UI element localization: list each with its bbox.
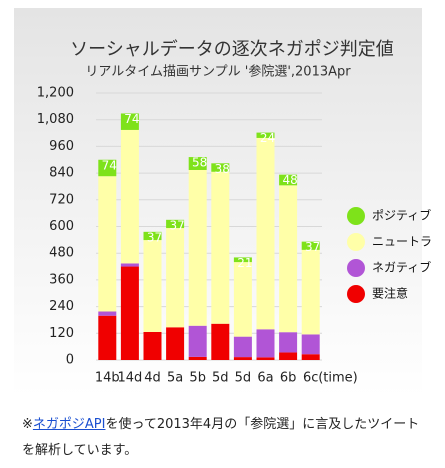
x-tick-label: 6c — [303, 371, 318, 386]
y-tick-label: 480 — [49, 246, 74, 261]
bar-segment — [301, 241, 320, 250]
bar-segment — [256, 132, 275, 138]
y-tick-label: 600 — [49, 219, 74, 234]
bar-segment — [233, 262, 252, 337]
x-tick-label: 5b — [189, 371, 206, 386]
value-label: 74 — [124, 112, 139, 126]
bar-segment — [98, 311, 117, 316]
bar-segment — [211, 323, 230, 360]
y-tick-label: 840 — [49, 166, 74, 181]
bar-segment — [256, 357, 275, 360]
bar-segment — [279, 174, 298, 186]
footer-text: を使って2013年4月の「参院選」に言及したツイートを解析しています。 — [22, 417, 420, 458]
footer-prefix: ※ — [22, 417, 33, 432]
legend-label: ネガティブ — [372, 260, 431, 275]
bar-segment — [256, 329, 275, 358]
x-axis-label: (time) — [318, 371, 358, 386]
y-tick-label: 240 — [49, 299, 74, 314]
value-label: 21 — [237, 256, 252, 270]
legend-label: 要注意 — [372, 286, 408, 301]
x-tick-label: 6a — [257, 371, 273, 386]
bar-segment — [211, 163, 230, 172]
value-label: 37 — [147, 230, 162, 244]
value-label: 24 — [260, 131, 275, 145]
x-tick-label: 6b — [280, 371, 297, 386]
chart-subtitle: リアルタイム描画サンプル '参院選',2013Apr — [85, 64, 351, 80]
bar-segment — [301, 249, 320, 335]
bar-segment — [301, 334, 320, 355]
x-tick-label: 14b — [95, 371, 120, 386]
bar-segment — [188, 325, 207, 357]
legend-label: ポジティブ — [372, 208, 431, 223]
bar-segment — [166, 228, 185, 328]
chart: ソーシャルデータの逐次ネガポジ判定値 リアルタイム描画サンプル '参院選',20… — [14, 8, 432, 396]
bar-segment — [143, 240, 162, 332]
y-tick-label: 120 — [49, 326, 74, 341]
x-tick-label: 14d — [118, 371, 143, 386]
x-tick-label: 4d — [144, 371, 161, 386]
bar-segment — [143, 331, 162, 360]
y-tick-label: 720 — [49, 192, 74, 207]
value-label: 74 — [102, 158, 117, 172]
x-tick-label: 5a — [167, 371, 183, 386]
value-label: 37 — [169, 218, 184, 232]
value-label: 38 — [215, 162, 230, 176]
y-tick-label: 1,200 — [37, 86, 74, 101]
y-tick-label: 1,080 — [37, 112, 74, 127]
value-label: 37 — [305, 240, 320, 254]
api-link[interactable]: ネガポジAPI — [32, 417, 106, 432]
bar-segment — [233, 336, 252, 358]
x-tick-label: 5d — [212, 371, 229, 386]
bar-segment — [120, 266, 139, 360]
x-tick-label: 5d — [235, 371, 252, 386]
bar-segment — [166, 219, 185, 229]
bar-segment — [211, 171, 230, 324]
legend-marker — [347, 207, 365, 225]
value-label: 58 — [192, 156, 207, 170]
bar-segment — [279, 185, 298, 333]
bar-segment — [120, 113, 139, 130]
bar-segment — [233, 257, 252, 263]
bar-segment — [98, 176, 117, 312]
bar-segment — [166, 327, 185, 360]
legend-marker — [347, 285, 365, 303]
bar-segment — [279, 332, 298, 353]
chart-title: ソーシャルデータの逐次ネガポジ判定値 — [70, 39, 394, 60]
bar-segment — [301, 354, 320, 360]
bar-segment — [188, 157, 207, 170]
bar-segment — [233, 357, 252, 360]
legend-label: ニュートラ — [372, 235, 432, 249]
legend-marker — [347, 233, 365, 251]
bar-segment — [98, 315, 117, 360]
bar-segment — [143, 231, 162, 241]
value-label: 48 — [282, 173, 297, 187]
bar-segment — [279, 352, 298, 360]
bar-segment — [188, 169, 207, 326]
y-tick-label: 360 — [49, 272, 74, 287]
bar-segment — [120, 263, 139, 267]
bar-segment — [256, 137, 275, 330]
bar-segment — [188, 356, 207, 360]
y-tick-label: 960 — [49, 139, 74, 154]
footer: ※ネガポジAPIを使って2013年4月の「参院選」に言及したツイートを解析してい… — [22, 412, 432, 464]
y-tick-label: 0 — [66, 353, 74, 368]
legend-marker — [347, 259, 365, 277]
bar-segment — [120, 129, 139, 264]
bar-segment — [98, 159, 117, 177]
